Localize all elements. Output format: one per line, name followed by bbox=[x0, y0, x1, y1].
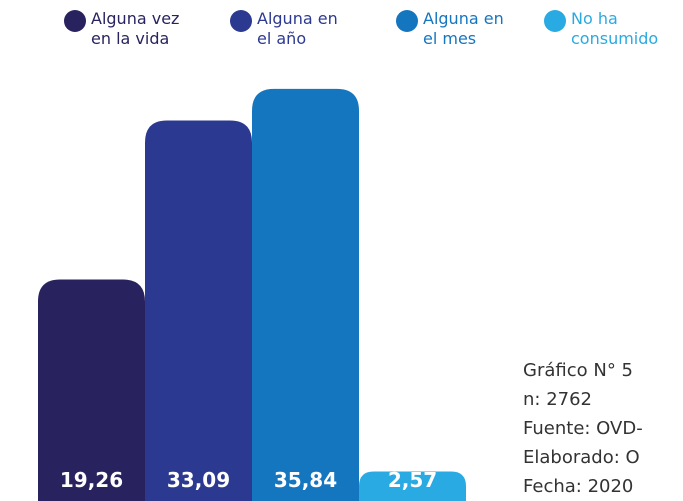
bar bbox=[252, 88, 359, 501]
annotation: Fecha: 2020 bbox=[523, 476, 634, 497]
annotation: Fuente: OVD- bbox=[523, 418, 643, 439]
bar bbox=[38, 279, 145, 501]
annotation: Gráfico N° 5 bbox=[523, 360, 633, 381]
legend-item: Alguna vez en la vida bbox=[64, 9, 183, 49]
legend-item: Alguna en el año bbox=[230, 9, 349, 49]
legend-marker bbox=[64, 10, 86, 32]
legend-label: Alguna vez en la vida bbox=[91, 9, 180, 48]
annotation: Elaborado: O bbox=[523, 447, 640, 468]
bar bbox=[145, 120, 252, 501]
value-label: 35,84 bbox=[274, 468, 337, 492]
legend-item: No ha consumido bbox=[544, 9, 663, 49]
bar bbox=[359, 471, 466, 501]
legend-label: Alguna en el mes bbox=[423, 9, 504, 48]
annotation: n: 2762 bbox=[523, 389, 593, 410]
legend-marker bbox=[544, 10, 566, 32]
value-label: 19,26 bbox=[60, 468, 123, 492]
legend-marker bbox=[396, 10, 418, 32]
legend-label: Alguna en el año bbox=[257, 9, 338, 48]
legend-item: Alguna en el mes bbox=[396, 9, 515, 49]
legend-marker bbox=[230, 10, 252, 32]
value-label: 2,57 bbox=[388, 468, 437, 492]
caption: Gráfico N° 5 n: 2762 Fuente: OVD- Elaborado… bbox=[523, 356, 643, 501]
legend-label: No ha consumido bbox=[571, 9, 659, 48]
value-label: 33,09 bbox=[167, 468, 230, 492]
